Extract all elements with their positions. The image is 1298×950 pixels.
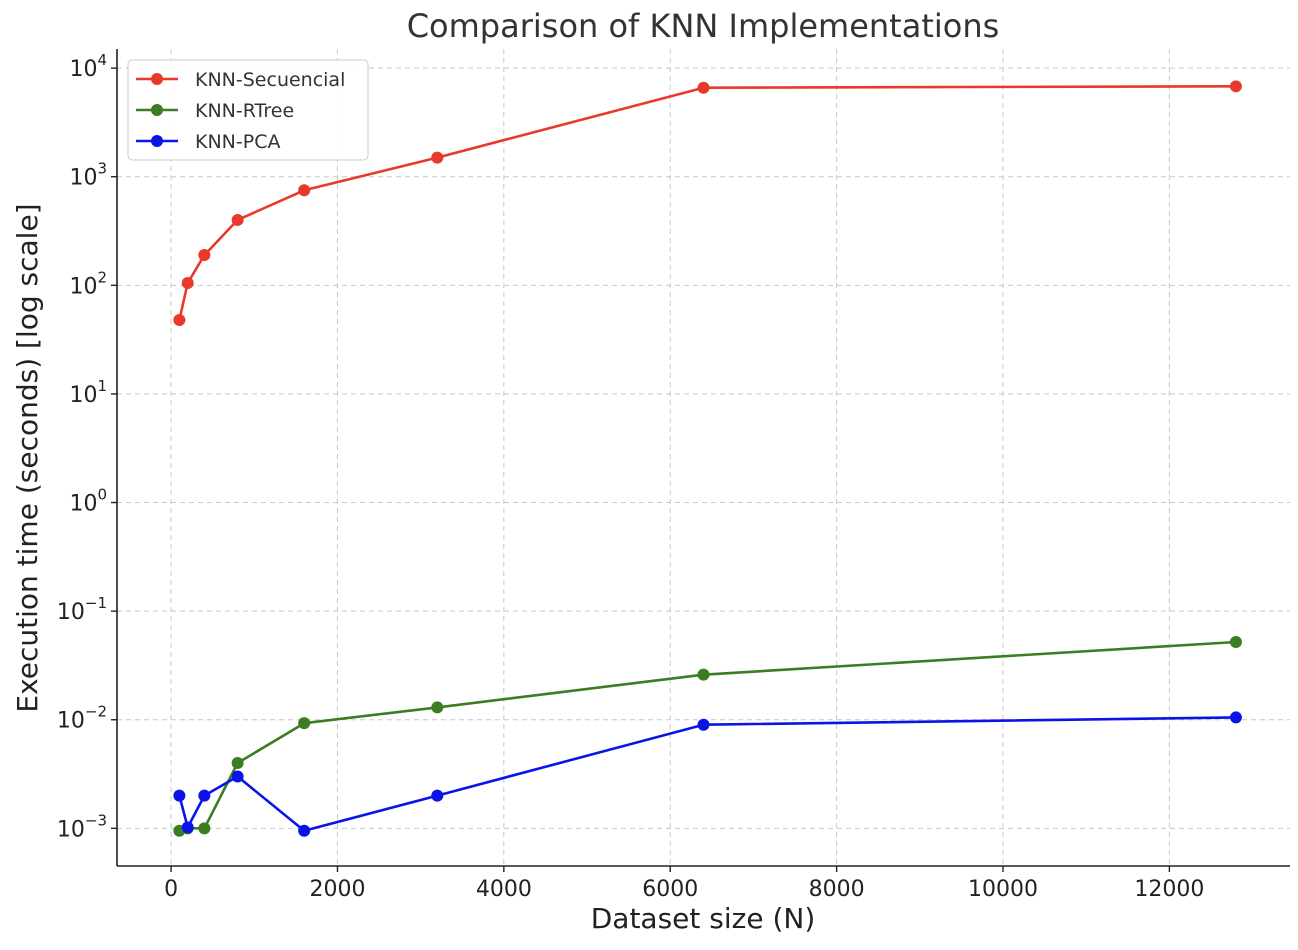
legend: KNN-Secuencial KNN-RTree KNN-PCA [127,59,369,161]
data-point-knn-rtree [231,756,244,769]
legend-label-knn-rtree: KNN-RTree [195,100,294,122]
data-point-knn-secuencial [1229,80,1242,93]
x-axis-label: Dataset size (N) [591,902,816,935]
legend-box [127,59,369,161]
data-point-knn-rtree [697,668,710,681]
series-layer [173,80,1242,837]
y-tick-label: 10−2 [57,703,107,734]
y-tick-label: 103 [69,160,107,191]
data-point-knn-rtree [1229,635,1242,648]
data-point-knn-pca [173,789,186,802]
data-point-knn-pca [231,770,244,783]
y-tick-label: 104 [69,51,107,82]
y-tick-label: 102 [69,268,107,299]
data-point-knn-rtree [431,701,444,714]
data-point-knn-secuencial [181,277,194,290]
y-tick-label: 10−1 [57,594,107,625]
data-point-knn-pca [198,789,211,802]
data-point-knn-secuencial [431,151,444,164]
y-axis-label: Execution time (seconds) [log scale] [11,203,44,712]
x-tick-label: 12000 [1134,877,1204,902]
data-point-knn-pca [431,789,444,802]
data-point-knn-secuencial [198,249,211,262]
legend-marker-knn-secuencial [151,73,163,85]
legend-label-knn-pca: KNN-PCA [195,131,280,153]
data-point-knn-pca [697,718,710,731]
legend-label-knn-secuencial: KNN-Secuencial [195,69,345,91]
data-point-knn-pca [298,824,311,837]
axes-layer [116,49,1290,867]
x-tick-label: 6000 [642,877,698,902]
y-tick-label: 100 [69,486,107,517]
data-point-knn-rtree [198,822,211,835]
data-point-knn-secuencial [173,313,186,326]
legend-marker-knn-pca [151,135,163,147]
x-ticks: 0 2000 4000 6000 8000 10000 12000 [164,866,1204,902]
x-tick-label: 2000 [309,877,365,902]
grid-layer [117,49,1290,866]
legend-marker-knn-rtree [151,104,163,116]
data-point-knn-rtree [298,717,311,730]
data-point-knn-pca [1229,711,1242,724]
data-point-knn-pca [181,821,194,834]
y-ticks: 10−3 10−2 10−1 100 101 102 103 104 [57,51,117,842]
y-tick-label: 101 [69,377,107,408]
x-tick-label: 10000 [968,877,1038,902]
x-tick-label: 8000 [809,877,865,902]
chart-title: Comparison of KNN Implementations [407,7,1000,45]
y-tick-label: 10−3 [57,811,107,842]
data-point-knn-secuencial [298,184,311,197]
x-tick-label: 4000 [476,877,532,902]
data-point-knn-secuencial [231,213,244,226]
data-point-knn-secuencial [697,81,710,94]
x-tick-label: 0 [164,877,178,902]
